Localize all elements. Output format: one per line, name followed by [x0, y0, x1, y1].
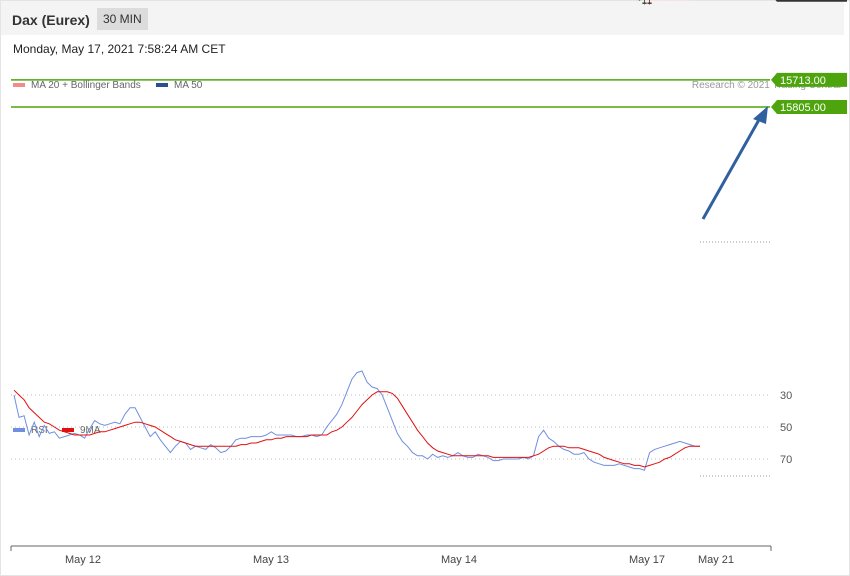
rsi-tick-30: 30 — [780, 390, 792, 402]
bollinger-band — [643, 0, 693, 2]
timeframe-badge[interactable]: 30 MIN — [97, 8, 148, 30]
ma50-swatch — [156, 83, 168, 88]
x-tick-May-12: May 12 — [65, 554, 101, 566]
legend-rsi: RSI — [13, 425, 48, 436]
ma50-legend-label: MA 50 — [174, 80, 203, 91]
level-tag-15805.00 — [771, 100, 847, 114]
level-label-15425.00: 15425.00 — [780, 0, 826, 2]
ma20-legend-label: MA 20 + Bollinger Bands — [31, 80, 141, 91]
instrument-title: Dax (Eurex) — [12, 12, 90, 28]
forecast-arrow — [701, 117, 762, 220]
candles — [637, 0, 652, 5]
x-tick-May-14: May 14 — [441, 554, 477, 566]
rsi-tick-50: 50 — [780, 422, 792, 434]
rsi-legend-label: RSI — [31, 425, 48, 436]
ma9-legend-label: 9MA — [80, 425, 101, 436]
level-tag-15713.00 — [771, 72, 847, 87]
ma20-swatch — [13, 83, 25, 88]
x-tick-May-21: May 21 — [698, 554, 734, 566]
candle — [647, 0, 652, 5]
candle-body — [642, 2, 647, 4]
legend-ma50: MA 50 — [156, 80, 202, 91]
chart-header: Dax (Eurex) 30 MIN — [1, 1, 844, 35]
forecast-arrowhead — [753, 106, 768, 124]
level-label-15805.00: 15805.00 — [780, 102, 826, 114]
ma9-swatch — [62, 428, 74, 433]
candle — [637, 0, 642, 1]
legend-ma20: MA 20 + Bollinger Bands — [13, 80, 141, 91]
rsi-swatch — [13, 428, 25, 433]
x-tick-May-13: May 13 — [253, 554, 289, 566]
copyright: Research © 2021 Trading Central — [691, 80, 841, 91]
level-label-15713.00: 15713.00 — [780, 75, 826, 87]
rsi-ma9-line — [13, 389, 700, 468]
timestamp: Monday, May 17, 2021 7:58:24 AM CET — [13, 42, 226, 56]
x-tick-May-17: May 17 — [629, 554, 665, 566]
level-tag-15425.00 — [775, 0, 847, 2]
rsi-line — [13, 370, 700, 471]
candle — [642, 0, 647, 5]
candle-body — [647, 2, 652, 4]
legend-ma9: 9MA — [62, 425, 101, 436]
rsi-tick-70: 70 — [780, 454, 792, 466]
